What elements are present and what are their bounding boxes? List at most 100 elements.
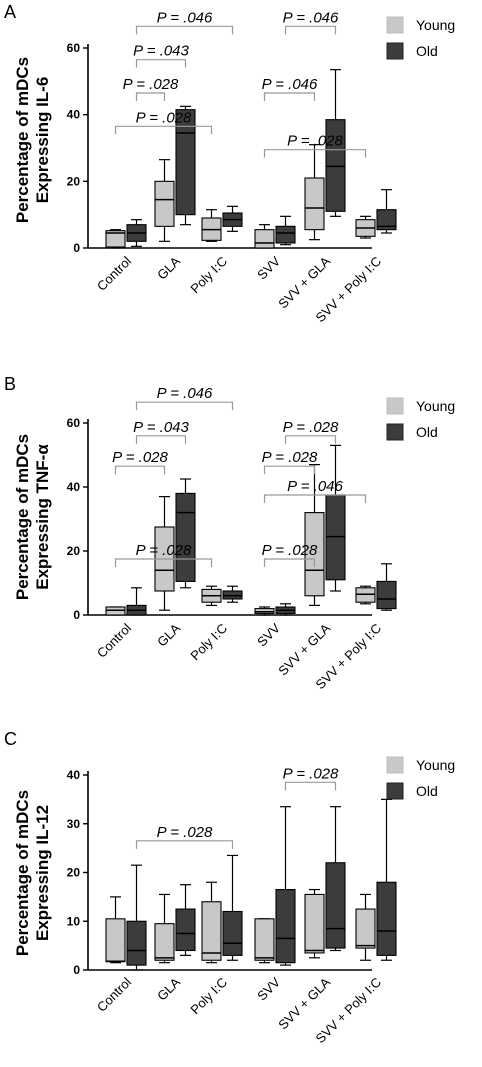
category-label: SVV [254,620,283,649]
legend-label-old: Old [416,424,438,440]
p-value-label: P = .046 [262,76,318,93]
y-tick-label: 0 [73,963,80,977]
panel-a: A Percentage of mDCs Expressing IL-6 0 20 40 6… [4,2,455,325]
y-tick-label: 0 [73,608,80,622]
p-value-label: P = .046 [157,385,213,402]
box-young [254,229,275,249]
p-value-label: P = .028 [123,76,179,93]
panel-b: B Percentage of mDCs Expressing TNF-α 0 20 40… [4,374,455,692]
box-old [175,492,196,582]
significance-bracket [263,92,316,101]
y-axis-label: Percentage of mDCs Expressing IL-6 [13,57,52,223]
box-old [376,209,397,231]
legend: Young Old [386,756,455,800]
significance-bracket [114,125,213,135]
p-value-label: P = .028 [157,824,213,841]
box-old [222,910,243,956]
box-young [105,918,126,963]
y-tick-label: 20 [67,544,81,558]
p-value-label: P = .028 [112,449,168,466]
y-tick-label: 20 [67,866,81,880]
category-label: SVV [254,253,283,282]
y-tick-label: 40 [67,480,81,494]
p-value-label: P = .043 [133,419,189,436]
p-value-label: P = .046 [287,478,343,495]
significance-bracket [135,59,187,68]
p-value-label: P = .028 [283,419,339,436]
p-value-label: P = .043 [133,43,189,60]
category-label: GLA [154,253,183,282]
significance-bracket [114,465,166,475]
y-tick-label: 60 [67,416,81,430]
significance-bracket [135,435,187,444]
significance-bracket [263,465,316,475]
box-young [254,608,275,614]
significance-bracket [135,25,234,35]
y-axis-label-line1: Percentage of mDCs [13,57,32,223]
p-value-label: P = .046 [283,9,339,26]
legend-label-young: Young [416,398,455,414]
panel-c: C Percentage of mDCs Expressing IL-12 0 10 20… [4,729,455,1046]
category-label: Poly I:C [187,621,230,664]
box-young [355,908,376,949]
category-label: Control [94,620,134,660]
box-old [325,494,346,581]
y-tick-label: 0 [73,241,80,255]
box-old [376,580,397,610]
legend-swatch-young [386,16,404,34]
legend-swatch-young [386,397,404,415]
significance-bracket [263,494,367,503]
p-value-label: P = .046 [157,9,213,26]
box-young [254,918,275,961]
box-old [275,225,296,244]
box-young [304,512,325,597]
y-axis-label-line2: Expressing TNF-α [33,444,52,590]
significance-bracket [135,401,234,411]
significance-bracket [263,558,316,567]
category-label: Control [94,974,134,1014]
y-axis-label: Percentage of mDCs Expressing IL-12 [13,790,52,956]
legend-label-young: Young [416,17,455,33]
y-tick-label: 40 [67,108,81,122]
y-tick-label: 40 [67,768,81,782]
category-label: GLA [154,974,183,1003]
legend-swatch-young [386,756,404,774]
significance-bracket [263,149,367,158]
p-value-label: P = .028 [283,765,339,782]
box-old [175,109,196,216]
legend: Young Old [386,397,455,441]
box-young [105,230,126,248]
category-label: SVV [254,974,283,1003]
legend-swatch-old [386,42,404,60]
category-label: Poly I:C [187,975,230,1018]
y-tick-label: 30 [67,817,81,831]
y-tick-label: 60 [67,41,81,55]
legend-swatch-old [386,782,404,800]
y-axis-label: Percentage of mDCs Expressing TNF-α [13,434,52,600]
box-young [304,177,325,231]
box-young [201,901,222,961]
p-value-label: P = .028 [262,542,318,559]
category-label: GLA [154,620,183,649]
significance-bracket [135,92,166,101]
y-axis-label-line2: Expressing IL-12 [33,805,52,941]
significance-bracket [284,435,337,444]
p-value-label: P = .028 [136,542,192,559]
significance-bracket [284,781,337,791]
significance-bracket [114,558,213,567]
box-old [275,889,296,964]
category-label: Control [94,253,134,293]
p-value-label: P = .028 [287,133,343,150]
y-tick-label: 10 [67,914,81,928]
y-axis-label-line1: Percentage of mDCs [13,790,32,956]
legend-label-young: Young [416,757,455,773]
box-old [126,920,147,966]
box-old [175,908,196,952]
box-young [105,606,126,616]
box-young [154,180,175,227]
legend-swatch-old [386,423,404,441]
box-old [325,119,346,212]
legend-label-old: Old [416,43,438,59]
p-value-label: P = .028 [262,449,318,466]
